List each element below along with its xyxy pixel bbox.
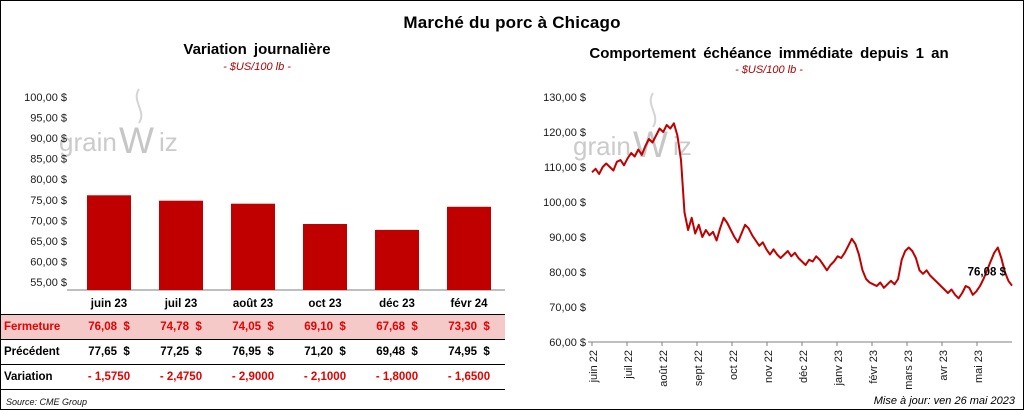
value-cell: 76,95 $ (217, 339, 289, 365)
value-cell: - 2,4750 (145, 364, 217, 390)
month-header-row: juin 23 juil 23 août 23 oct 23 déc 23 févr 24 (1, 293, 505, 315)
source-note: Source: CME Group (6, 397, 88, 407)
line-x-axis-label: août 22 (658, 350, 670, 387)
bar-y-axis-label: 55,00 $ (30, 277, 67, 289)
line-x-axis-label: janv 23 (833, 350, 845, 386)
line-x-axis-label: févr 23 (868, 350, 880, 384)
bar-y-axis-label: 95,00 $ (30, 113, 67, 125)
value-cell: 74,95 $ (433, 339, 505, 365)
header-spacer (1, 293, 73, 315)
value-cell: 67,68 $ (361, 314, 433, 340)
line-y-axis-label: 130,00 $ (543, 92, 586, 104)
month-header: juin 23 (73, 293, 145, 315)
value-cell: - 1,8000 (361, 364, 433, 390)
value-cell: - 1,6500 (433, 364, 505, 390)
month-header: oct 23 (289, 293, 361, 315)
bar-oct 23 (303, 224, 347, 290)
line-x-axis-label: juil 22 (623, 350, 635, 380)
bar-y-axis-label: 70,00 $ (30, 215, 67, 227)
bar-y-axis-label: 80,00 $ (30, 174, 67, 186)
line-x-axis-label: nov 22 (763, 350, 775, 383)
line-chart-subtitle: - $US/100 lb - (735, 64, 803, 76)
line-chart-title: Comportement échéance immédiate depuis 1… (589, 45, 949, 62)
price-line-series (591, 122, 1013, 300)
value-cell: 71,20 $ (289, 339, 361, 365)
value-cell: 69,48 $ (361, 339, 433, 365)
line-y-axis-label: 80,00 $ (549, 267, 586, 279)
last-price-label: 76,08 $ (968, 267, 1007, 279)
bar-août 23 (231, 203, 275, 290)
daily-variation-bar-chart: 55,00 $ 60,00 $ 65,00 $ 70,00 $ 75,00 $ 80,00… (24, 92, 505, 291)
bar-y-axis-label: 65,00 $ (30, 236, 67, 248)
row-label: Variation (1, 364, 73, 390)
page-title: Marché du porc à Chicago (403, 13, 621, 32)
month-header: juil 23 (145, 293, 217, 315)
table-row-variation: Variation - 1,5750- 2,4750- 2,9000- 2,100… (1, 364, 505, 390)
bar-chart-title: Variation journalière (183, 41, 331, 58)
line-y-axis-label: 60,00 $ (549, 337, 586, 349)
value-cell: 76,08 $ (73, 314, 145, 340)
value-cell: 77,25 $ (145, 339, 217, 365)
bar-y-axis-label: 60,00 $ (30, 256, 67, 268)
line-y-axis-label: 110,00 $ (544, 162, 586, 174)
value-cell: 73,30 $ (433, 314, 505, 340)
prices-table: juin 23 juil 23 août 23 oct 23 déc 23 févr 24… (1, 293, 505, 390)
month-header: déc 23 (361, 293, 433, 315)
row-label: Précédent (1, 339, 73, 365)
table-body: Fermeture 76,08 $74,78 $74,05 $69,10 $67,… (1, 314, 505, 390)
bar-févr 24 (447, 206, 491, 290)
value-cell: - 2,9000 (217, 364, 289, 390)
front-month-line-chart: 60,00 $ 70,00 $ 80,00 $ 90,00 $ 100,00 $ 110,… (543, 92, 1013, 390)
bar-juil 23 (159, 200, 203, 290)
line-y-axis-label: 120,00 $ (543, 127, 586, 139)
value-cell: 74,78 $ (145, 314, 217, 340)
value-cell: 77,65 $ (73, 339, 145, 365)
bar-y-axis-label: 85,00 $ (30, 154, 67, 166)
line-x-axis-label: avr 23 (938, 350, 950, 381)
bar-déc 23 (375, 229, 419, 290)
month-header: août 23 (217, 293, 289, 315)
bar-y-axis-label: 100,00 $ (24, 92, 67, 104)
line-x-axis-label: déc 22 (798, 350, 810, 383)
line-x-axis-label: mars 23 (903, 350, 915, 390)
bar-juin 23 (87, 195, 131, 290)
value-cell: 74,05 $ (217, 314, 289, 340)
value-cell: 69,10 $ (289, 314, 361, 340)
table-header: juin 23 juil 23 août 23 oct 23 déc 23 févr 24 (1, 293, 505, 315)
table-row-fermeture: Fermeture 76,08 $74,78 $74,05 $69,10 $67,… (1, 314, 505, 340)
bar-y-axis-label: 90,00 $ (30, 133, 67, 145)
table-row-précédent: Précédent 77,65 $77,25 $76,95 $71,20 $69,… (1, 339, 505, 365)
line-x-axis-label: sept 22 (693, 350, 705, 386)
value-cell: - 2,1000 (289, 364, 361, 390)
line-x-axis-label: mai 23 (973, 350, 985, 383)
bar-y-axis-label: 75,00 $ (30, 195, 67, 207)
bar-chart-subtitle: - $US/100 lb - (223, 61, 291, 73)
updated-note: Mise à jour: ven 26 mai 2023 (873, 395, 1015, 407)
line-y-axis-label: 70,00 $ (549, 302, 586, 314)
row-label: Fermeture (1, 314, 73, 340)
line-y-axis-label: 90,00 $ (549, 232, 586, 244)
value-cell: - 1,5750 (73, 364, 145, 390)
line-y-axis-label: 100,00 $ (543, 197, 586, 209)
line-x-axis-label: juin 22 (588, 350, 600, 383)
month-header: févr 24 (433, 293, 505, 315)
line-x-axis-label: oct 22 (728, 350, 740, 380)
